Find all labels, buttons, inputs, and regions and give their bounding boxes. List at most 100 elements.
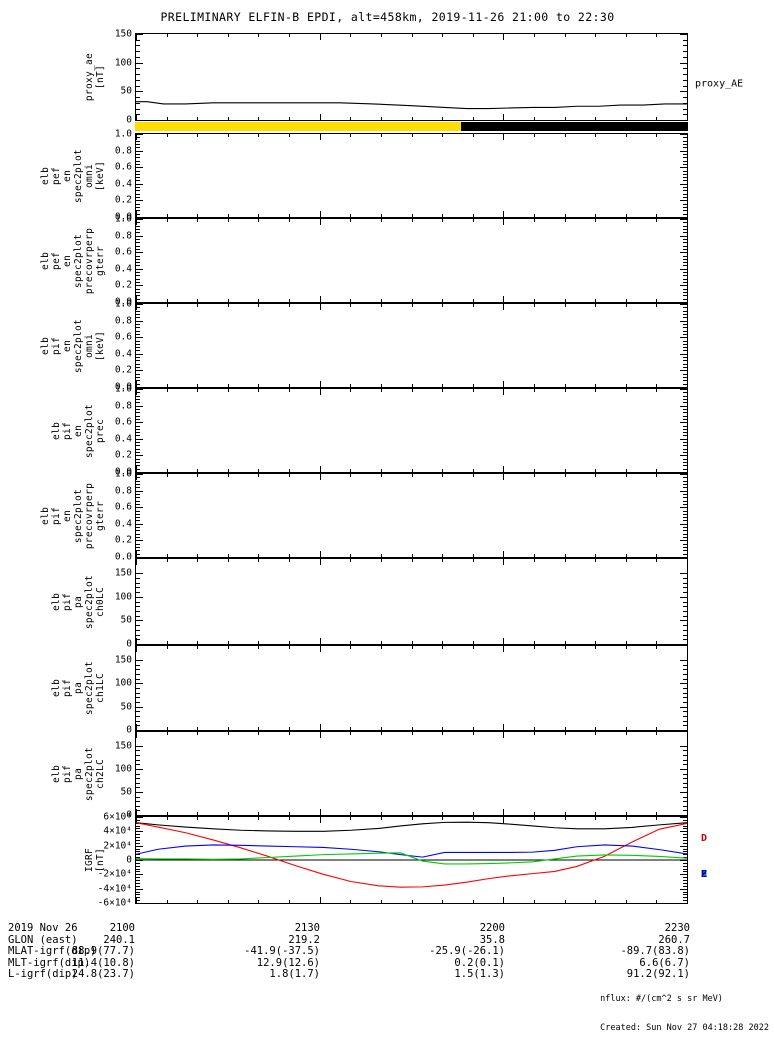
y-axis-title-line: spec2plot xyxy=(73,233,84,288)
y-axis-title-line: elb xyxy=(51,678,62,698)
y-tick-minor-right xyxy=(683,592,687,594)
y-tick-minor xyxy=(136,697,140,699)
x-tick-minor-bottom xyxy=(656,299,658,302)
x-tick-minor xyxy=(258,389,260,392)
y-tick-minor-right xyxy=(683,383,687,385)
x-tick-minor xyxy=(533,559,535,562)
y-tick-major-right xyxy=(680,660,687,661)
y-tick-major-right xyxy=(680,455,687,457)
x-tick-minor-bottom xyxy=(625,812,627,815)
y-tick-minor xyxy=(136,278,140,280)
y-tick-minor xyxy=(136,810,140,812)
y-tick-minor xyxy=(136,782,140,784)
y-tick-minor xyxy=(136,517,140,519)
y-tick-major-right xyxy=(680,252,687,254)
y-tick-minor-right xyxy=(683,275,687,277)
x-tick-minor-bottom xyxy=(411,117,413,120)
y-tick-major-right xyxy=(680,472,687,473)
x-tick-minor-bottom xyxy=(656,384,658,387)
y-tick-minor xyxy=(136,435,140,437)
x-tick-minor xyxy=(533,732,535,735)
y-tick-major xyxy=(136,817,143,818)
y-tick-minor-right xyxy=(683,298,687,300)
y-tick-minor-right xyxy=(683,330,687,332)
y-tick-major xyxy=(136,370,143,372)
y-tick-minor-right xyxy=(683,520,687,522)
y-tick-minor-right xyxy=(683,778,687,780)
y-tick-major xyxy=(136,387,143,388)
x-tick-minor-bottom xyxy=(227,812,229,815)
x-tick-minor xyxy=(442,389,444,392)
y-tick-minor xyxy=(136,702,140,703)
x-tick-major xyxy=(319,732,321,738)
x-tick-minor xyxy=(472,732,474,735)
y-axis-title-line: pef xyxy=(51,251,62,270)
x-tick-minor-bottom xyxy=(289,117,291,120)
y-tick-minor xyxy=(136,527,140,529)
y-tick-major xyxy=(136,120,143,121)
x-tick-minor xyxy=(595,304,597,307)
y-tick-major-right xyxy=(680,683,687,685)
x-tick-minor-bottom xyxy=(380,900,382,903)
x-tick-minor-bottom xyxy=(595,727,597,730)
y-tick-major-right xyxy=(680,474,687,475)
x-tick-minor-bottom xyxy=(442,117,444,120)
y-tick-minor-right xyxy=(683,238,687,240)
x-tick-minor xyxy=(380,817,382,820)
y-tick-minor-right xyxy=(683,483,687,485)
y-tick-minor-right xyxy=(683,842,687,844)
y-tick-minor-right xyxy=(683,242,687,244)
y-tick-minor-right xyxy=(683,664,687,666)
x-tick-major-bottom xyxy=(136,551,137,557)
y-tick-minor-right xyxy=(683,288,687,290)
y-axis-title-lines: elb pif en spec2plot precovrperp gterr xyxy=(40,482,106,548)
x-tick-minor xyxy=(258,732,260,735)
y-tick-minor xyxy=(136,333,140,335)
x-tick-minor xyxy=(564,474,566,477)
y-tick-minor-right xyxy=(683,606,687,608)
x-tick-minor-bottom xyxy=(258,554,260,557)
x-tick-major xyxy=(687,219,688,225)
y-tick-minor xyxy=(136,347,140,349)
y-tick-minor xyxy=(136,610,140,612)
x-tick-minor xyxy=(442,732,444,735)
y-tick-major-right xyxy=(680,120,687,121)
y-tick-minor xyxy=(136,367,140,369)
y-tick-minor-right xyxy=(683,45,687,47)
y-tick-minor-right xyxy=(683,177,687,179)
y-tick-major xyxy=(136,683,143,685)
y-tick-minor xyxy=(136,258,140,260)
x-tick-major-bottom xyxy=(319,296,321,302)
y-tick-major xyxy=(136,285,143,287)
y-axis-title-line: precovrperp xyxy=(84,482,95,549)
x-tick-minor-bottom xyxy=(564,299,566,302)
y-tick-minor xyxy=(136,547,140,549)
y-tick-minor xyxy=(136,307,140,309)
y-tick-minor xyxy=(136,114,140,116)
y-tick-minor xyxy=(136,395,140,397)
y-tick-minor-right xyxy=(683,262,687,264)
x-tick-minor-bottom xyxy=(442,812,444,815)
y-tick-minor-right xyxy=(683,213,687,215)
x-tick-minor xyxy=(472,389,474,392)
x-tick-minor xyxy=(227,732,229,735)
x-tick-minor xyxy=(472,34,474,37)
y-tick-minor xyxy=(136,160,140,162)
x-tick-minor xyxy=(442,559,444,562)
y-tick-minor xyxy=(136,465,140,467)
axis-value: 11.4(10.8) xyxy=(71,956,135,969)
x-tick-minor xyxy=(411,646,413,649)
y-tick-major xyxy=(136,815,143,816)
x-tick-minor xyxy=(442,219,444,222)
igrf-legend-E: E xyxy=(701,869,708,881)
x-tick-minor-bottom xyxy=(350,117,352,120)
y-tick-major xyxy=(136,438,143,440)
y-tick-minor xyxy=(136,51,140,53)
y-tick-minor-right xyxy=(683,688,687,689)
x-tick-minor-bottom xyxy=(595,900,597,903)
x-tick-minor-bottom xyxy=(380,469,382,472)
y-axis-title-line: elb xyxy=(40,336,51,355)
x-tick-major-bottom xyxy=(319,897,321,903)
x-tick-minor-bottom xyxy=(472,384,474,387)
y-tick-major-right xyxy=(680,490,687,492)
